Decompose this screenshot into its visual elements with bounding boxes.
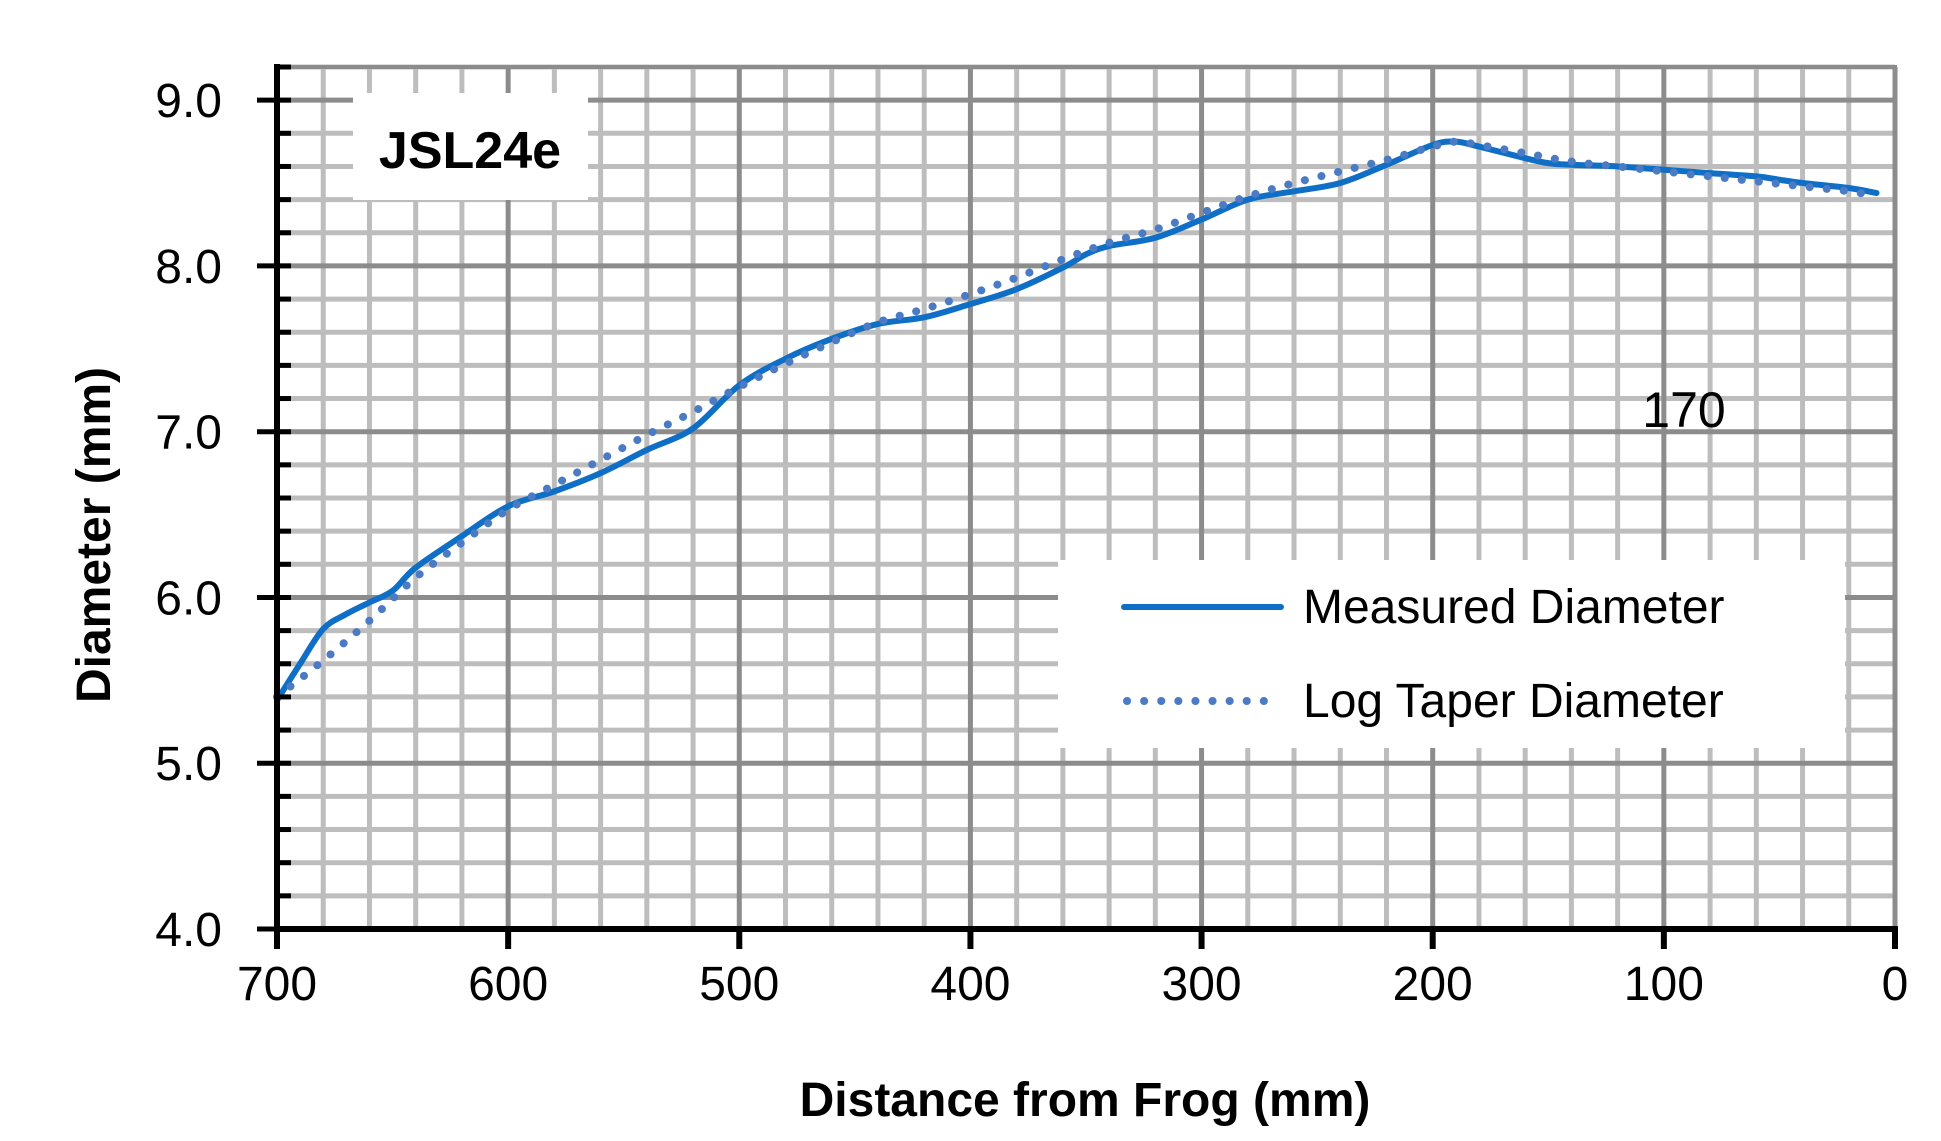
x-tick-label: 200: [1393, 958, 1473, 1011]
x-axis-title: Distance from Frog (mm): [800, 1074, 1371, 1127]
series-label-box: [353, 93, 588, 200]
legend: Measured Diameter Log Taper Diameter: [1058, 560, 1845, 748]
log-taper-diameter-series: [273, 137, 1881, 701]
y-tick-label: 9.0: [155, 75, 222, 128]
x-tick-label: 700: [237, 958, 317, 1011]
annotation-170: 170: [1642, 382, 1725, 438]
legend-label-measured: Measured Diameter: [1303, 581, 1725, 634]
y-tick-label: 5.0: [155, 738, 222, 791]
y-tick-label: 4.0: [155, 904, 222, 957]
x-tick-label: 100: [1624, 958, 1704, 1011]
legend-label-log-taper: Log Taper Diameter: [1303, 675, 1724, 728]
legend-box: [1058, 560, 1845, 748]
x-axis-tick-labels: 700 600 500 400 300 200 100 0: [237, 958, 1908, 1011]
series-layer: [273, 137, 1881, 704]
x-tick-label: 300: [1162, 958, 1242, 1011]
y-tick-label: 8.0: [155, 241, 222, 294]
y-tick-label: 7.0: [155, 407, 222, 460]
axes: [257, 64, 1898, 949]
y-axis-title: Diameter (mm): [68, 367, 121, 703]
y-tick-label: 6.0: [155, 572, 222, 625]
x-tick-label: 0: [1882, 958, 1909, 1011]
x-tick-label: 400: [930, 958, 1010, 1011]
x-tick-label: 600: [468, 958, 548, 1011]
x-tick-label: 500: [699, 958, 779, 1011]
measured-diameter-series: [274, 138, 1880, 704]
series-label: JSL24e: [379, 122, 561, 180]
y-axis-tick-labels: 4.0 5.0 6.0 7.0 8.0 9.0: [155, 75, 222, 957]
